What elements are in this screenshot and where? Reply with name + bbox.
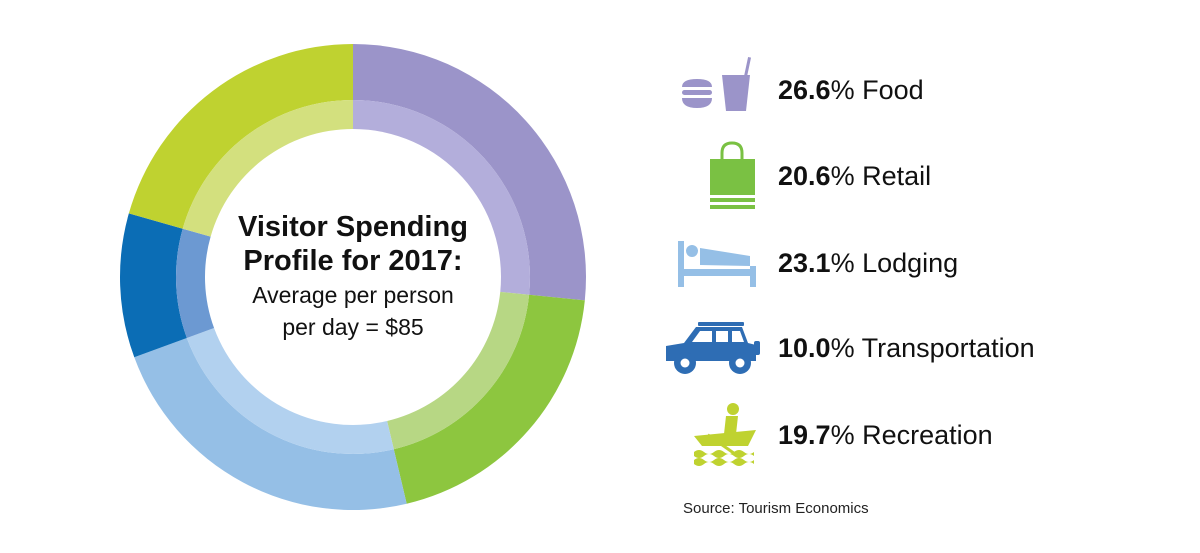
legend-item-recreation: 19.7% Recreation	[660, 400, 1120, 470]
legend-item-retail: 20.6% Retail	[660, 141, 1120, 211]
chart-title-line2: Profile for 2017:	[243, 245, 463, 277]
legend-category: Lodging	[854, 248, 959, 278]
donut-inner-ring-transportation	[175, 228, 215, 339]
legend-value: 19.7	[778, 420, 831, 450]
source-note: Source: Tourism Economics	[683, 500, 869, 517]
donut-inner-ring-retail	[182, 100, 353, 237]
legend-value: 23.1	[778, 248, 831, 278]
legend-category: Retail	[854, 161, 932, 191]
legend-label-transportation: 10.0% Transportation	[778, 333, 1035, 363]
suv-icon	[666, 322, 760, 374]
donut-segment-transportation	[119, 213, 187, 358]
legend-value: 10.0	[778, 333, 831, 363]
legend-label-recreation: 19.7% Recreation	[778, 420, 993, 450]
legend-value: 26.6	[778, 75, 831, 105]
legend-category: Food	[854, 75, 924, 105]
donut-segment-food	[353, 44, 586, 301]
legend-unit: %	[830, 420, 855, 450]
donut-inner-ring-recreation	[387, 291, 530, 450]
donut-inner-ring-food	[353, 100, 530, 295]
bed-icon	[678, 241, 756, 287]
chart-center-label: Visitor Spending Profile for 2017: Avera…	[222, 210, 484, 342]
legend-item-food: 26.6% Food	[660, 55, 1120, 125]
legend-category: Transportation	[854, 333, 1035, 363]
rowing-boat-icon	[694, 403, 756, 466]
legend-item-lodging: 23.1% Lodging	[660, 228, 1120, 298]
legend-unit: %	[830, 248, 855, 278]
donut-segment-retail	[128, 44, 353, 229]
chart-title-line1: Visitor Spending	[238, 211, 468, 243]
chart-subtitle-line1: Average per person	[252, 282, 454, 308]
donut-segment-recreation	[393, 294, 585, 504]
legend-label-food: 26.6% Food	[778, 75, 924, 105]
legend-value: 20.6	[778, 161, 831, 191]
legend-unit: %	[830, 333, 855, 363]
burger-drink-icon	[682, 57, 752, 111]
legend-unit: %	[830, 161, 855, 191]
legend-label-retail: 20.6% Retail	[778, 161, 931, 191]
legend-label-lodging: 23.1% Lodging	[778, 248, 958, 278]
legend-category: Recreation	[854, 420, 993, 450]
shopping-bag-icon	[710, 141, 755, 209]
legend-item-transportation: 10.0% Transportation	[660, 313, 1120, 383]
chart-subtitle-line2: per day = $85	[282, 314, 424, 340]
legend-unit: %	[830, 75, 855, 105]
donut-inner-ring-lodging	[186, 328, 394, 454]
donut-segment-lodging	[134, 338, 407, 510]
